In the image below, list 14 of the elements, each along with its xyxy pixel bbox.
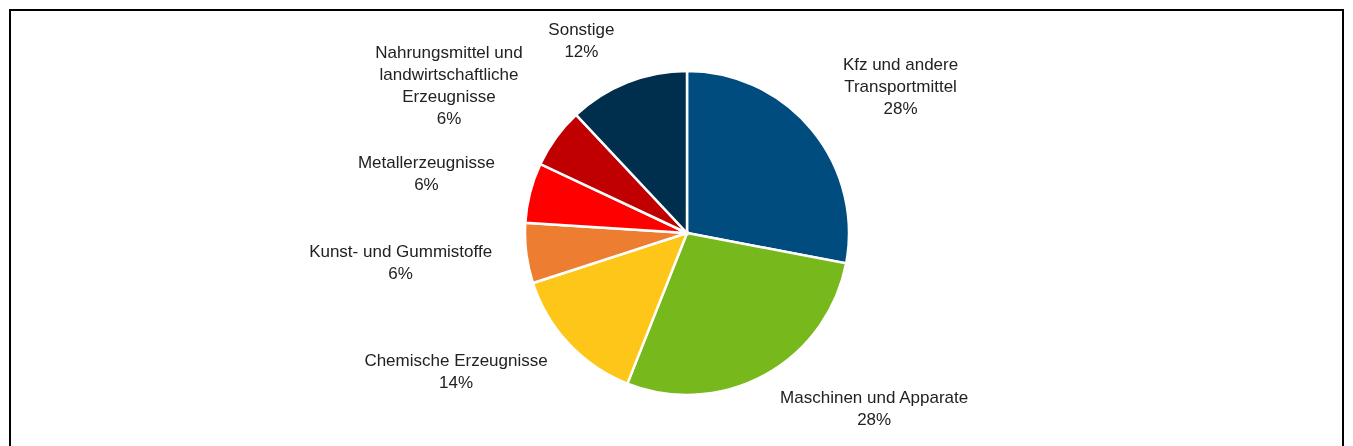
data-label: 6%	[436, 108, 462, 128]
slice-label: Chemische Erzeugnisse	[364, 351, 548, 371]
data-label: 14%	[439, 373, 474, 393]
data-label: 6%	[414, 174, 439, 194]
slice-label: Metallerzeugnisse	[357, 152, 495, 172]
slice-label: Sonstige	[548, 20, 615, 40]
data-label: 12%	[564, 42, 599, 62]
data-label: 28%	[883, 99, 918, 119]
slice-label: Nahrungsmittel und landwirtschaftliche Erzeugnisse	[375, 42, 523, 106]
slice-label: Kunst- und Gummistoffe	[309, 242, 493, 262]
slice-label: Kfz und andere Transportmittel	[842, 55, 959, 97]
slice-label: Maschinen und Apparate	[780, 388, 969, 408]
data-label: 6%	[388, 264, 413, 284]
data-label: 28%	[857, 410, 892, 430]
